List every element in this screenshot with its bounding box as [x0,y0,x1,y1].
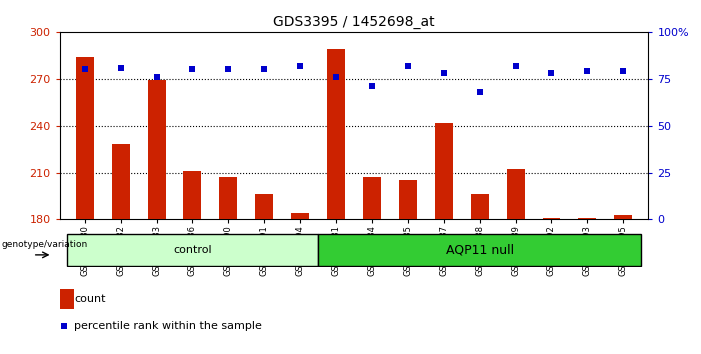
Point [582,68,593,74]
Bar [578,218,597,219]
Point [402,63,414,68]
Bar [147,80,165,219]
Point [187,67,198,72]
Point [79,67,90,72]
Bar [399,181,417,219]
Point [546,70,557,76]
Point [223,67,234,72]
Bar [543,218,561,219]
Bar [507,170,524,219]
Bar [435,122,453,219]
Bar [363,177,381,219]
Bar [76,57,94,219]
Point [151,74,162,80]
Bar [60,289,74,309]
Text: count: count [74,294,106,304]
Bar [67,234,318,266]
Bar [470,194,489,219]
Point [115,65,126,70]
Bar [318,234,641,266]
Text: genotype/variation: genotype/variation [1,240,88,249]
Point [474,89,485,95]
Title: GDS3395 / 1452698_at: GDS3395 / 1452698_at [273,16,435,29]
Bar [255,194,273,219]
Point [510,63,521,68]
Point [330,74,341,80]
Text: AQP11 null: AQP11 null [446,243,514,256]
Text: percentile rank within the sample: percentile rank within the sample [74,321,262,331]
Point [58,323,69,329]
Bar [184,171,201,219]
Bar [291,213,309,219]
Point [294,63,306,68]
Bar [219,177,238,219]
Point [259,67,270,72]
Text: control: control [173,245,212,255]
Bar [327,49,345,219]
Point [438,70,449,76]
Point [618,68,629,74]
Bar [111,144,130,219]
Point [367,84,378,89]
Bar [614,215,632,219]
